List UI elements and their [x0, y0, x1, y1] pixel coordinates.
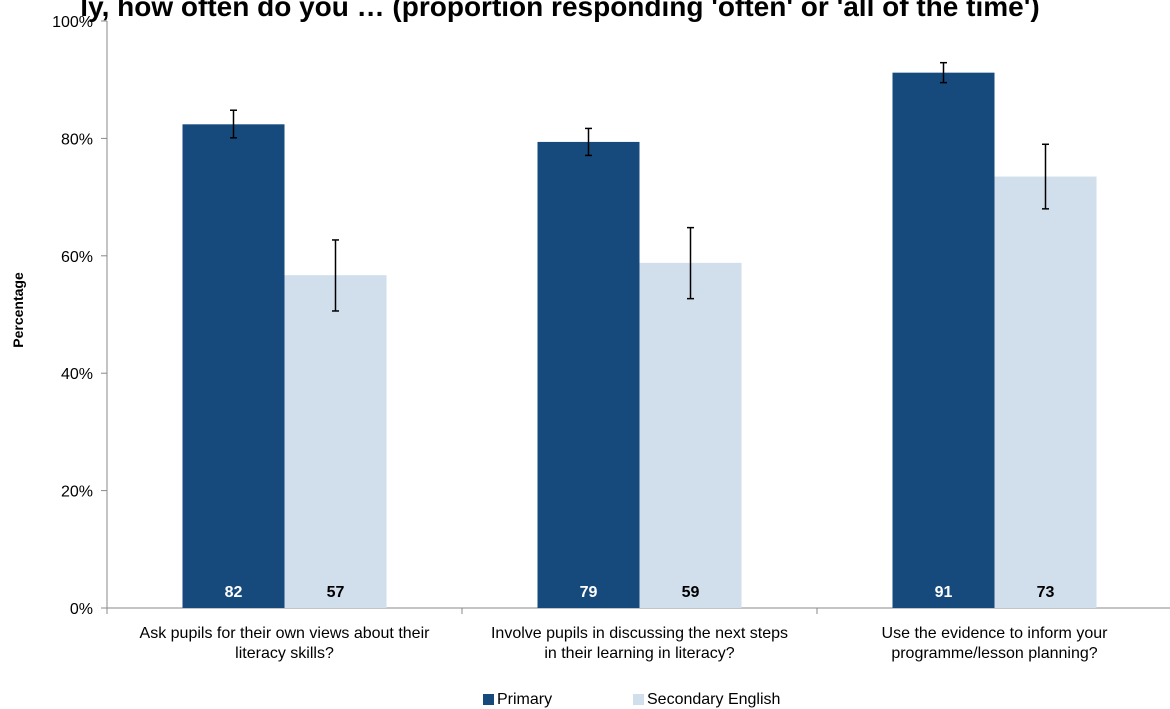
- y-tick-label: 20%: [61, 484, 93, 501]
- x-category-label: Involve pupils in discussing the next st…: [491, 625, 788, 642]
- legend-swatch: [483, 694, 494, 705]
- bar-secondary-english: [639, 262, 742, 608]
- legend-swatch: [633, 694, 644, 705]
- y-tick-label: 60%: [61, 249, 93, 266]
- bar-secondary-english: [994, 176, 1097, 608]
- x-category-label: Use the evidence to inform your: [882, 625, 1109, 642]
- x-category-label: literacy skills?: [235, 645, 334, 662]
- data-label: 91: [935, 584, 953, 601]
- x-category-label: programme/lesson planning?: [891, 645, 1097, 662]
- legend-label: Primary: [497, 691, 552, 708]
- legend: Primary Secondary English: [483, 691, 780, 708]
- data-label: 82: [225, 584, 243, 601]
- y-tick-label: 0%: [70, 601, 93, 618]
- data-label: 79: [580, 584, 598, 601]
- data-label: 57: [327, 584, 345, 601]
- legend-label: Secondary English: [647, 691, 780, 708]
- bar-primary: [537, 141, 640, 608]
- y-tick-label: 80%: [61, 131, 93, 148]
- plot-area: 0% 20% 40% 60% 80% 100% 82 57 Ask pupils for the…: [52, 14, 1170, 662]
- bar-secondary-english: [284, 275, 387, 608]
- bar-primary: [182, 124, 285, 608]
- x-category-label: in their learning in literacy?: [544, 645, 734, 662]
- chart-title: ly, how often do you … (proportion respo…: [80, 0, 1039, 22]
- bar-primary: [892, 72, 995, 608]
- data-label: 73: [1037, 584, 1055, 601]
- y-axis-label: Percentage: [10, 272, 26, 348]
- x-category-label: Ask pupils for their own views about the…: [140, 625, 431, 642]
- data-label: 59: [682, 584, 700, 601]
- y-tick-label: 100%: [52, 14, 93, 31]
- y-tick-label: 40%: [61, 366, 93, 383]
